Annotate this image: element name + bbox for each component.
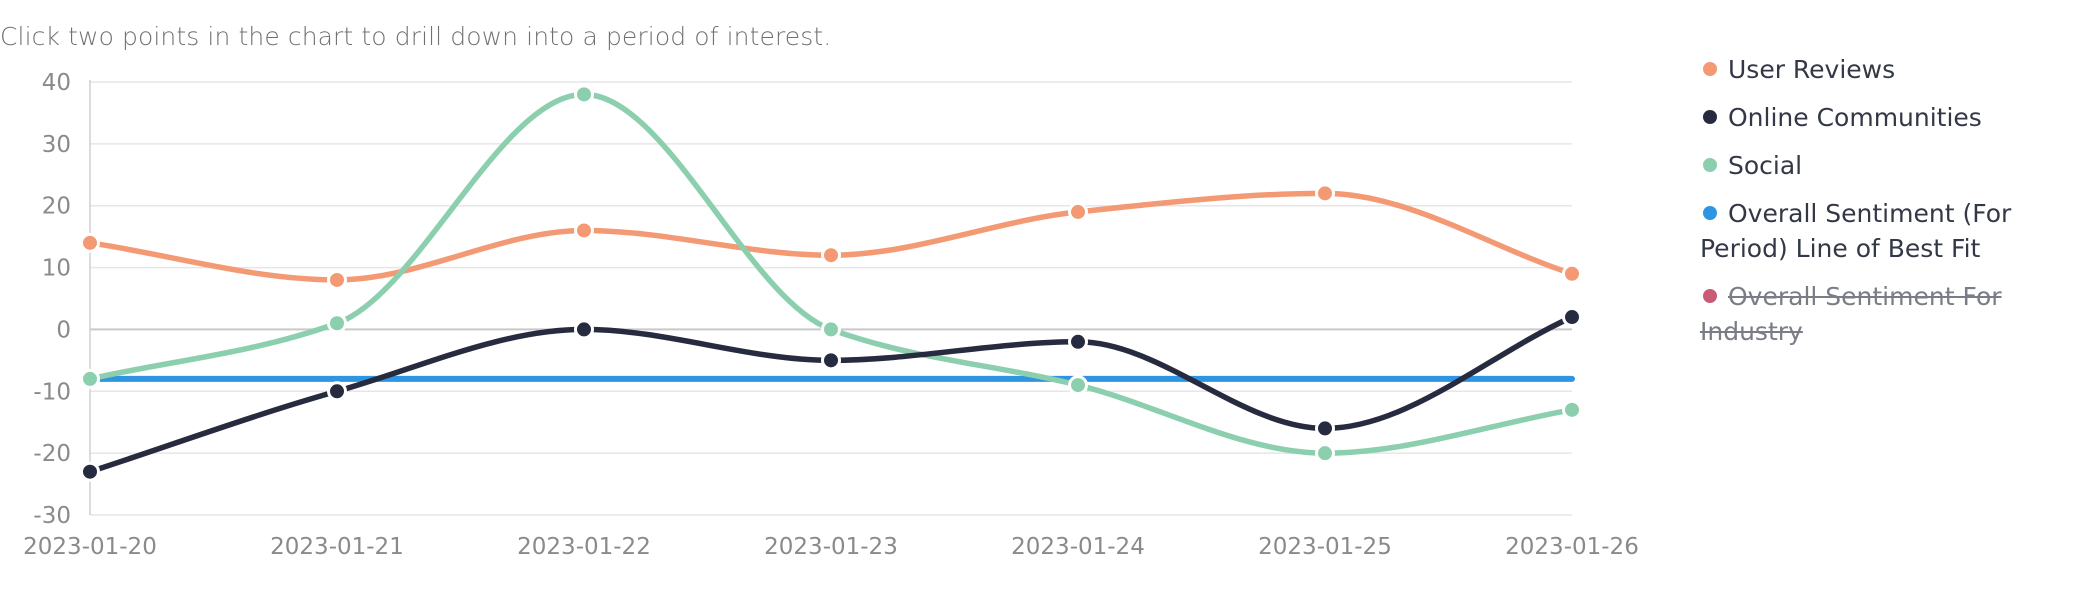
- y-tick-label: 20: [42, 194, 71, 220]
- data-point[interactable]: [1315, 443, 1335, 464]
- data-point[interactable]: [1315, 183, 1335, 204]
- y-tick-label: -20: [33, 441, 71, 467]
- y-tick-label: -10: [33, 379, 71, 405]
- data-point[interactable]: [80, 461, 100, 482]
- data-point[interactable]: [80, 368, 100, 389]
- data-point[interactable]: [821, 319, 841, 340]
- data-point[interactable]: [574, 84, 594, 105]
- chart-legend: User Reviews Online Communities Social Over…: [1700, 52, 2040, 362]
- x-tick-label: 2023-01-20: [23, 534, 157, 560]
- x-tick-label: 2023-01-21: [270, 534, 404, 560]
- legend-item-label: Overall Sentiment For Industry: [1700, 282, 2002, 346]
- y-tick-label: 30: [42, 132, 71, 158]
- y-tick-label: 40: [42, 70, 71, 96]
- data-point[interactable]: [821, 245, 841, 266]
- legend-marker-icon: [1703, 110, 1717, 124]
- data-point[interactable]: [1562, 307, 1582, 328]
- y-tick-label: 10: [42, 256, 71, 282]
- data-point[interactable]: [1562, 263, 1582, 284]
- data-point[interactable]: [574, 319, 594, 340]
- legend-item[interactable]: Online Communities: [1700, 100, 2040, 135]
- data-point[interactable]: [327, 313, 347, 334]
- data-point[interactable]: [1068, 375, 1088, 396]
- chart-instruction-text: Click two points in the chart to drill d…: [0, 22, 832, 51]
- data-point[interactable]: [574, 220, 594, 241]
- legend-item[interactable]: User Reviews: [1700, 52, 2040, 87]
- data-point[interactable]: [1562, 399, 1582, 420]
- legend-item-label: Overall Sentiment (For Period) Line of B…: [1700, 199, 2012, 263]
- x-tick-label: 2023-01-22: [517, 534, 651, 560]
- legend-item-label: User Reviews: [1728, 55, 1896, 84]
- x-tick-label: 2023-01-26: [1505, 534, 1639, 560]
- legend-item[interactable]: Overall Sentiment (For Period) Line of B…: [1700, 196, 2040, 266]
- data-point[interactable]: [1068, 201, 1088, 222]
- legend-item-label: Social: [1728, 151, 1803, 180]
- legend-marker-icon: [1703, 62, 1717, 76]
- data-point[interactable]: [1315, 418, 1335, 439]
- series-line: [87, 314, 1575, 475]
- x-tick-label: 2023-01-24: [1011, 534, 1145, 560]
- sentiment-line-chart[interactable]: 40 30 20 10 0 -10 -20 -30 2023-01-20 2023-01-21 20…: [0, 0, 1680, 590]
- x-tick-label: 2023-01-25: [1258, 534, 1392, 560]
- data-point[interactable]: [327, 381, 347, 402]
- data-point[interactable]: [821, 350, 841, 371]
- legend-item[interactable]: Social: [1700, 148, 2040, 183]
- y-tick-label: -30: [33, 503, 71, 529]
- data-point[interactable]: [80, 232, 100, 253]
- legend-marker-icon: [1703, 289, 1717, 303]
- data-point[interactable]: [1068, 331, 1088, 352]
- x-tick-label: 2023-01-23: [764, 534, 898, 560]
- y-tick-label: 0: [56, 317, 71, 343]
- legend-item-label: Online Communities: [1728, 103, 1982, 132]
- legend-item[interactable]: Overall Sentiment For Industry: [1700, 279, 2040, 349]
- legend-marker-icon: [1703, 206, 1717, 220]
- legend-marker-icon: [1703, 158, 1717, 172]
- data-point[interactable]: [327, 269, 347, 290]
